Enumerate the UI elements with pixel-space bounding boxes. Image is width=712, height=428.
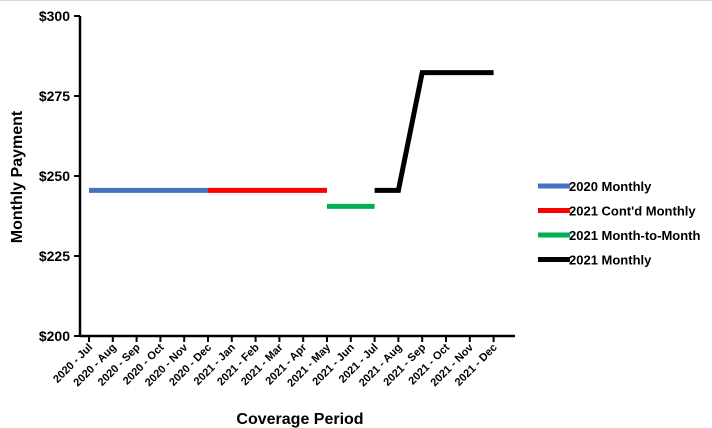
series-line — [374, 70, 494, 193]
legend-label: 2020 Monthly — [569, 179, 652, 194]
series-lines — [89, 70, 494, 209]
legend: 2020 Monthly 2021 Cont'd Monthly 2021 Mont… — [538, 179, 700, 268]
y-tick-label: $300 — [39, 8, 70, 24]
y-tick-label: $250 — [39, 168, 70, 184]
legend-label: 2021 Cont'd Monthly — [569, 204, 696, 219]
y-axis-title: Monthly Payment — [9, 110, 26, 243]
legend-label: 2021 Monthly — [569, 253, 652, 268]
legend-label: 2021 Month-to-Month — [569, 228, 700, 243]
y-tick-label: $225 — [39, 248, 70, 264]
x-axis-title: Coverage Period — [236, 411, 363, 428]
y-tick-label: $200 — [39, 328, 70, 344]
y-tick-label: $275 — [39, 88, 70, 104]
axes — [74, 15, 515, 342]
